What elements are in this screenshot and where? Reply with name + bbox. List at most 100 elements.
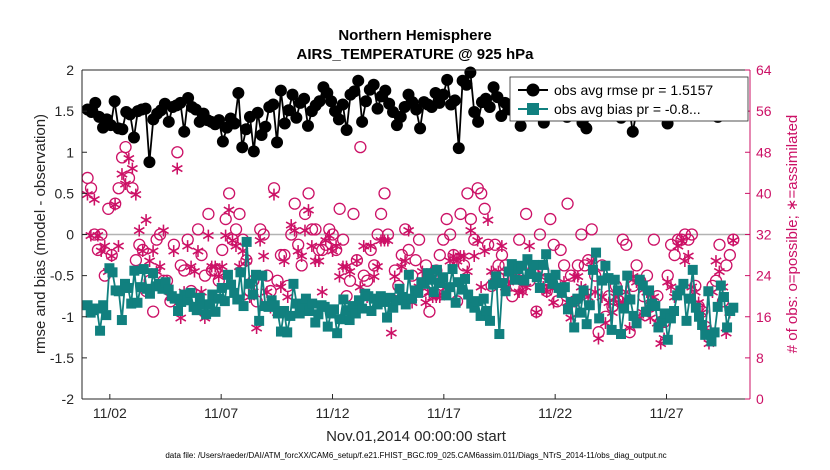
- bias-point: [300, 293, 311, 304]
- bias-point: [254, 315, 265, 326]
- bias-point: [229, 287, 240, 298]
- assimilated-point: ∗: [131, 219, 147, 241]
- bias-point: [628, 310, 639, 321]
- possible-point: [285, 228, 298, 241]
- assimilated-point: ∗: [511, 281, 527, 303]
- possible-point: [147, 305, 160, 318]
- possible-point: [178, 264, 191, 277]
- assimilated-point: ∗: [456, 245, 472, 267]
- assimilated-point: ∗: [290, 240, 306, 262]
- bias-point: [506, 259, 517, 270]
- bias-point: [447, 264, 458, 275]
- possible-point: [336, 233, 350, 246]
- chart-subtitle: AIRS_TEMPERATURE @ 925 hPa: [297, 46, 535, 63]
- y-left-tick-label: -1: [62, 309, 75, 325]
- bias-point: [544, 273, 555, 284]
- possible-point: [530, 305, 543, 318]
- bias-point: [637, 280, 648, 291]
- assimilated-point: ∗: [570, 266, 586, 288]
- rmse-point: [367, 78, 380, 91]
- possible-point: [378, 187, 391, 200]
- assimilated-point: ∗: [287, 219, 303, 241]
- possible-point: [557, 259, 571, 272]
- assimilated-point: ∗: [225, 230, 241, 252]
- bias-point: [475, 310, 486, 321]
- possible-point: [305, 223, 319, 236]
- bias-point: [148, 268, 159, 279]
- assimilated-point: ∗: [166, 240, 182, 262]
- bias-point: [600, 260, 611, 271]
- rmse-point: [162, 115, 175, 128]
- bias-point: [569, 322, 580, 333]
- rmse-point: [251, 106, 264, 119]
- rmse-point: [483, 101, 496, 114]
- assimilated-point: ∗: [591, 327, 607, 349]
- bias-point: [257, 270, 268, 281]
- y-axis-label-right: # of obs: o=possible; ∗=assimilated: [784, 115, 801, 354]
- bias-point: [207, 289, 218, 300]
- assimilated-point: ∗: [566, 266, 582, 288]
- possible-point: [84, 182, 98, 195]
- possible-point: [330, 243, 343, 257]
- legend-marker-bias: [527, 103, 539, 115]
- bias-point: [116, 315, 127, 326]
- bias-point: [538, 259, 549, 270]
- bias-point: [488, 279, 499, 290]
- rmse-point: [89, 96, 102, 109]
- possible-point: [723, 248, 736, 262]
- bias-point: [182, 295, 193, 306]
- y-left-tick-label: 1: [66, 144, 74, 160]
- assimilated-point: ∗: [204, 255, 220, 277]
- y-right-tick-label: 40: [756, 185, 772, 201]
- rmse-point: [282, 104, 295, 117]
- rmse-point: [240, 123, 253, 136]
- bias-point: [204, 299, 215, 310]
- possible-point: [343, 274, 357, 287]
- bias-point: [665, 313, 676, 324]
- rmse-point: [356, 115, 369, 128]
- bias-point: [279, 305, 290, 316]
- possible-point: [554, 243, 567, 257]
- assimilated-point: ∗: [660, 271, 676, 293]
- bias-point: [678, 278, 689, 289]
- rmse-point: [340, 124, 353, 137]
- assimilated-point: ∗: [463, 219, 479, 241]
- assimilated-point: ∗: [135, 240, 151, 262]
- rmse-point: [626, 125, 639, 138]
- assimilated-point: ∗: [138, 209, 154, 231]
- assimilated-point: ∗: [97, 235, 113, 257]
- possible-point: [167, 238, 181, 251]
- assimilated-point: ∗: [311, 250, 327, 272]
- bias-point: [528, 259, 539, 270]
- assimilated-point: ∗: [169, 158, 185, 180]
- y-left-tick-label: 0: [66, 227, 74, 243]
- rmse-point: [487, 81, 500, 94]
- assimilated-point: ∗: [370, 255, 386, 277]
- rmse-point: [108, 95, 121, 108]
- bias-point: [622, 270, 633, 281]
- bias-point: [397, 292, 408, 303]
- possible-point: [585, 223, 598, 236]
- bias-point: [684, 293, 695, 304]
- assimilated-point: ∗: [712, 260, 728, 282]
- bias-point: [135, 282, 146, 293]
- bias-point: [581, 319, 592, 330]
- possible-point: [592, 326, 605, 339]
- assimilated-point: ∗: [190, 240, 206, 262]
- bias-point: [282, 327, 293, 338]
- series-layer: ∗∗∗∗∗∗∗∗∗∗∗∗∗∗∗∗∗∗∗∗∗∗∗∗∗∗∗∗∗∗∗∗∗∗∗∗∗∗∗∗…: [80, 66, 741, 354]
- assimilated-point: ∗: [383, 322, 399, 344]
- possible-point: [727, 233, 740, 246]
- assimilated-point: ∗: [349, 250, 365, 272]
- bias-point: [226, 279, 237, 290]
- rmse-point: [290, 111, 303, 124]
- assimilated-point: ∗: [228, 235, 244, 257]
- bias-point: [294, 308, 305, 319]
- possible-point: [112, 182, 125, 195]
- possible-point: [630, 259, 643, 272]
- bias-point: [693, 311, 704, 322]
- bias-point: [369, 293, 380, 304]
- bias-point: [307, 298, 318, 309]
- rmse-point: [394, 110, 407, 123]
- bias-point: [375, 291, 386, 302]
